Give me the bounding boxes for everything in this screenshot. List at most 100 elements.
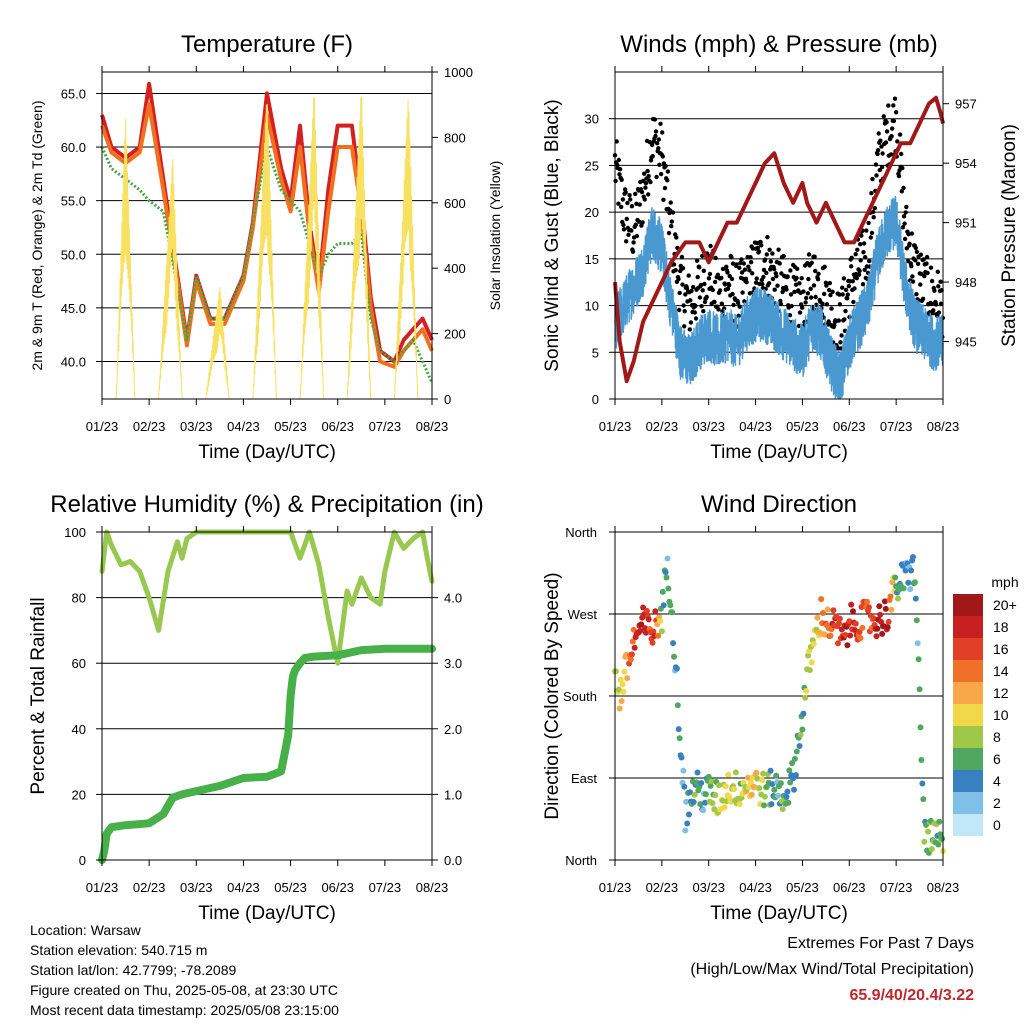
panel2-series-gust-point [837, 292, 842, 297]
panel4-series-direction-point [684, 820, 691, 827]
panel1-series-2m-td [100, 145, 434, 384]
panel4-series-direction-point [669, 609, 676, 616]
panel2-frame [614, 71, 944, 400]
panel4-ytick-label: West [568, 607, 598, 622]
panel3-xtick-label: 08/23 [416, 880, 449, 895]
panel2-series-gust-point [775, 283, 780, 288]
panel2-series-gust-point [828, 292, 833, 298]
panel2-series-gust-point [742, 299, 747, 304]
panel2-series-gust-point [670, 210, 676, 215]
panel4-xtick-label: 05/23 [786, 880, 819, 895]
colorbar-swatch [953, 660, 983, 682]
panel2-series-gust-point [796, 323, 802, 329]
panel4-series-direction-point [694, 769, 701, 776]
extremes-values: 65.9/40/20.4/3.22 [849, 987, 974, 1004]
panel1-title: Temperature (F) [181, 31, 353, 58]
panel2-series-gust-point [753, 280, 759, 285]
panel1-xtick-label: 01/23 [86, 419, 119, 434]
panel2-y2label: Station Pressure (Maroon) [999, 124, 1020, 347]
panel2-series-gust-point [637, 219, 642, 224]
panel4-series-direction-point [773, 772, 780, 779]
panel4-series-direction-point [913, 617, 920, 624]
panel2-series-gust-point [747, 268, 752, 273]
panel2-series-gust-point [891, 118, 897, 124]
panel2-series-gust-point [815, 277, 821, 282]
panel2-series-gust-point [809, 260, 814, 265]
panel4-series-direction-point [792, 772, 799, 779]
panel2-series-gust-point [633, 191, 638, 197]
panel2-series-gust-point [891, 103, 896, 108]
panel2-series-gust-point [910, 274, 915, 279]
panel4-series-direction-point [800, 710, 807, 717]
panel4-series-direction-point [754, 775, 761, 782]
panel2-ytick-label: 0 [592, 392, 599, 407]
panel2-series-gust-point [787, 313, 793, 318]
panel2-series-gust-point [652, 117, 658, 122]
panel2-series-gust-point [860, 282, 866, 287]
panel2-series-gust-point [620, 197, 626, 202]
panel2-series-gust-point [645, 168, 650, 174]
panel4-series-direction-point [785, 799, 792, 806]
panel2-series-gust-point [859, 233, 864, 238]
panel4-series-direction-point [746, 784, 752, 791]
data-timestamp: Most recent data timestamp: 2025/05/08 2… [30, 1002, 339, 1018]
panel2-series-gust-point [669, 219, 674, 224]
panel4-series-direction-point [759, 777, 766, 784]
panel2-series-gust-point [656, 146, 661, 151]
panel2-series-gust-point [662, 185, 668, 191]
panel4-series-direction-point [612, 668, 619, 675]
panel4-series-direction-point [877, 611, 884, 618]
panel2-series-gust-point [806, 276, 811, 282]
panel2-xtick-label: 01/23 [599, 419, 632, 434]
colorbar-swatch [953, 726, 983, 748]
panel1-ytick-label: 65.0 [61, 86, 86, 101]
panel2-series-gust-point [629, 228, 634, 233]
panel2-series-gust-point [625, 200, 630, 206]
panel4-series-direction-point [895, 595, 901, 602]
panel4-series-direction-point [846, 618, 853, 625]
panel4-series-direction-point [900, 585, 907, 592]
panel3-y2tick-label: 2.0 [444, 722, 462, 737]
panel2-series-gust-point [721, 306, 727, 311]
panel1-xtick-label: 02/23 [133, 419, 166, 434]
panel4-series-direction-point [787, 779, 794, 786]
panel2-series-gust-point [903, 210, 908, 215]
panel4-series-direction-point [777, 780, 784, 787]
panel4-series-direction-point [745, 774, 752, 781]
panel4-series-direction-point [619, 681, 626, 688]
panel1-ytick-label: 50.0 [61, 247, 86, 262]
panel2-series-gust-point [747, 291, 753, 296]
panel3-ytick-label: 0 [79, 853, 86, 868]
panel2-series-gust-point [863, 255, 868, 260]
panel4-series-direction-point [698, 780, 705, 786]
panel4-series-direction-point [624, 675, 631, 682]
panel1-y2tick-label: 1000 [444, 65, 473, 80]
panel4-title: Wind Direction [701, 491, 857, 518]
panel4-ytick-label: East [571, 771, 597, 786]
panel1-y2tick-label: 0 [444, 392, 451, 407]
panel2-series-gust-point [715, 272, 721, 277]
panel4-series-direction-point [847, 632, 854, 639]
panel4-series-direction-point [793, 748, 800, 755]
panel2-series-gust-point [803, 300, 808, 305]
panel2-series-gust-point [634, 201, 639, 206]
panel2-series-gust-point [850, 279, 855, 284]
panel4-series-direction-point [771, 786, 778, 793]
panel2-series-gust-point [746, 264, 751, 269]
panel2-series-gust-point [702, 299, 708, 305]
panel2-series-gust-point [861, 250, 866, 255]
panel2-series-gust-point [768, 259, 773, 264]
panel2-series-gust-point [918, 282, 923, 287]
panel4-series-direction-point [732, 769, 739, 776]
panel2-series-gust-point [811, 283, 817, 288]
panel1-y2label: Solar Insolation (Yellow) [487, 161, 503, 311]
panel2-series-gust-point [697, 265, 702, 270]
panel2-series-gust-point [734, 262, 739, 267]
panel4-series-direction-point [691, 791, 698, 798]
panel4-series-direction-point [642, 629, 649, 636]
panel2-series-gust-point [873, 162, 879, 167]
panel3-ytick-label: 40 [72, 722, 86, 737]
panel4-series-direction-point [681, 783, 688, 790]
panel2-series-gust-point [858, 242, 863, 247]
panel2-series-gust-point [824, 302, 830, 307]
